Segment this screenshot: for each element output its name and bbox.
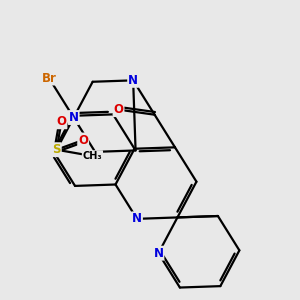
Text: N: N — [128, 74, 138, 87]
Text: N: N — [132, 212, 142, 225]
Text: CH₃: CH₃ — [82, 151, 102, 161]
Text: N: N — [153, 247, 164, 260]
Text: S: S — [52, 143, 61, 156]
Text: Br: Br — [41, 71, 56, 85]
Text: O: O — [56, 115, 67, 128]
Text: N: N — [69, 111, 79, 124]
Text: O: O — [78, 134, 88, 146]
Text: O: O — [113, 103, 124, 116]
